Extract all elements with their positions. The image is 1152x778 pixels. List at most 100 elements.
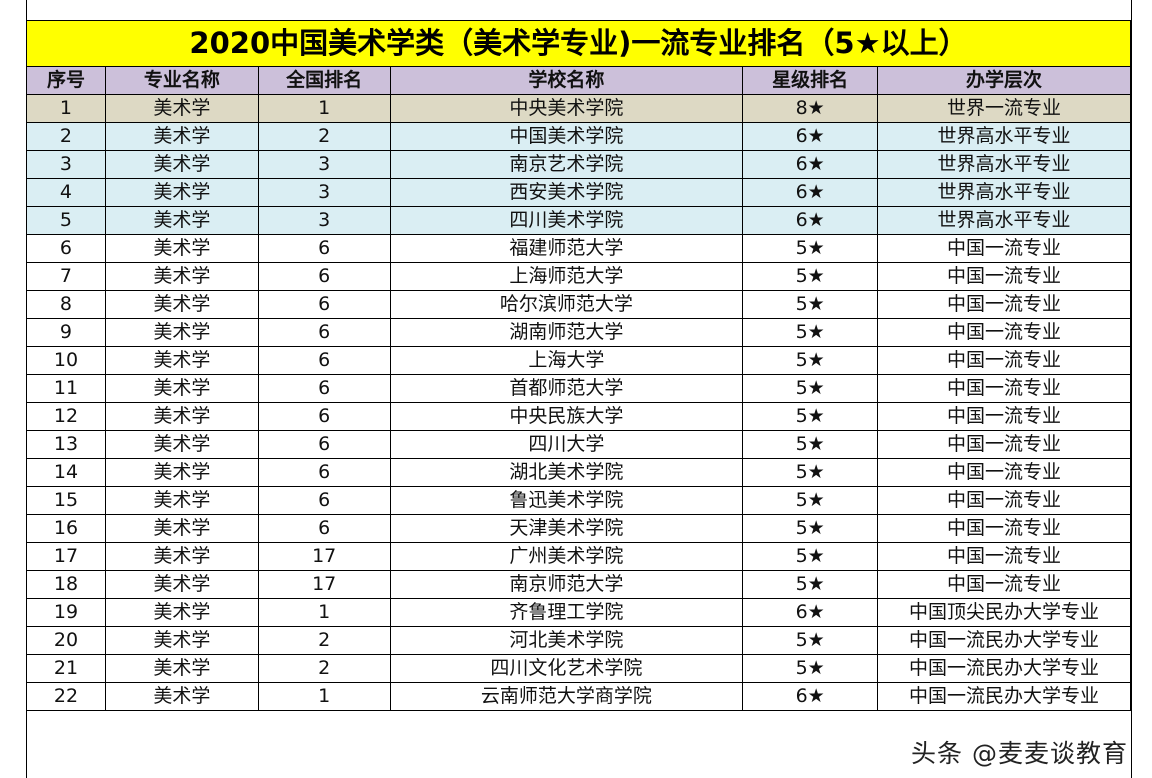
table-cell: 5★ — [742, 318, 879, 347]
table-cell: 美术学 — [104, 346, 259, 375]
header-row: 序号 专业名称 全国排名 学校名称 星级排名 办学层次 — [26, 66, 1131, 95]
header-cell: 学校名称 — [389, 66, 744, 95]
table-cell: 美术学 — [104, 234, 259, 263]
table-cell: 5★ — [742, 290, 879, 319]
watermark-logo: 头条 @麦麦谈教育 — [911, 739, 1128, 768]
header-cell: 专业名称 — [104, 66, 259, 95]
table-cell: 6 — [257, 402, 391, 431]
table-row: 10 美术学 6 上海大学 5★ 中国一流专业 — [26, 346, 1131, 375]
table-cell: 上海师范大学 — [389, 262, 744, 291]
table-cell: 中国一流专业 — [877, 346, 1131, 375]
table-row: 4 美术学 3 西安美术学院 6★ 世界高水平专业 — [26, 178, 1131, 207]
table-cell: 广州美术学院 — [389, 542, 744, 571]
table-cell: 5 — [26, 206, 106, 235]
table-cell: 河北美术学院 — [389, 626, 744, 655]
table-cell: 湖北美术学院 — [389, 458, 744, 487]
table-cell: 6 — [257, 290, 391, 319]
table-cell: 19 — [26, 598, 106, 627]
header-cell: 全国排名 — [257, 66, 391, 95]
table-cell: 21 — [26, 654, 106, 683]
table-cell: 首都师范大学 — [389, 374, 744, 403]
table-row: 16 美术学 6 天津美术学院 5★ 中国一流专业 — [26, 514, 1131, 543]
table-cell: 中国顶尖民办大学专业 — [877, 598, 1131, 627]
table-cell: 中央民族大学 — [389, 402, 744, 431]
table-cell: 中国一流专业 — [877, 262, 1131, 291]
table-cell: 5★ — [742, 626, 879, 655]
table-cell: 美术学 — [104, 486, 259, 515]
table-cell: 6 — [257, 486, 391, 515]
table-cell: 中国一流专业 — [877, 570, 1131, 599]
table-cell: 6 — [26, 234, 106, 263]
table-row: 6 美术学 6 福建师范大学 5★ 中国一流专业 — [26, 234, 1131, 263]
table-cell: 美术学 — [104, 122, 259, 151]
table-cell: 美术学 — [104, 206, 259, 235]
table-cell: 5★ — [742, 346, 879, 375]
ranking-table: 2020中国美术学类（美术学专业)一流专业排名（5★以上） 序号 专业名称 全国… — [26, 20, 1131, 711]
table-row: 12 美术学 6 中央民族大学 5★ 中国一流专业 — [26, 402, 1131, 431]
table-cell: 6 — [257, 318, 391, 347]
table-cell: 1 — [257, 598, 391, 627]
table-cell: 美术学 — [104, 542, 259, 571]
table-cell: 中国一流专业 — [877, 318, 1131, 347]
table-cell: 6 — [257, 458, 391, 487]
table-cell: 世界一流专业 — [877, 94, 1131, 123]
table-cell: 美术学 — [104, 570, 259, 599]
table-cell: 中国一流民办大学专业 — [877, 654, 1131, 683]
table-cell: 2 — [257, 654, 391, 683]
header-cell: 星级排名 — [742, 66, 879, 95]
table-cell: 世界高水平专业 — [877, 206, 1131, 235]
table-row: 5 美术学 3 四川美术学院 6★ 世界高水平专业 — [26, 206, 1131, 235]
table-cell: 中国美术学院 — [389, 122, 744, 151]
table-row: 7 美术学 6 上海师范大学 5★ 中国一流专业 — [26, 262, 1131, 291]
table-row: 8 美术学 6 哈尔滨师范大学 5★ 中国一流专业 — [26, 290, 1131, 319]
table-cell: 中国一流专业 — [877, 514, 1131, 543]
table-cell: 6 — [257, 262, 391, 291]
table-cell: 中国一流专业 — [877, 486, 1131, 515]
table-cell: 中国一流专业 — [877, 374, 1131, 403]
table-cell: 齐鲁理工学院 — [389, 598, 744, 627]
table-cell: 9 — [26, 318, 106, 347]
table-cell: 中国一流专业 — [877, 402, 1131, 431]
table-cell: 中国一流专业 — [877, 234, 1131, 263]
table-cell: 中国一流专业 — [877, 458, 1131, 487]
table-cell: 中国一流民办大学专业 — [877, 682, 1131, 711]
table-cell: 2 — [257, 626, 391, 655]
table-cell: 5★ — [742, 514, 879, 543]
table-cell: 四川大学 — [389, 430, 744, 459]
table-cell: 2 — [26, 122, 106, 151]
table-cell: 鲁迅美术学院 — [389, 486, 744, 515]
table-row: 20 美术学 2 河北美术学院 5★ 中国一流民办大学专业 — [26, 626, 1131, 655]
table-cell: 3 — [257, 150, 391, 179]
table-cell: 哈尔滨师范大学 — [389, 290, 744, 319]
table-cell: 5★ — [742, 486, 879, 515]
table-cell: 5★ — [742, 262, 879, 291]
table-cell: 美术学 — [104, 402, 259, 431]
table-cell: 四川美术学院 — [389, 206, 744, 235]
table-cell: 17 — [26, 542, 106, 571]
table-cell: 3 — [257, 178, 391, 207]
table-cell: 6 — [257, 430, 391, 459]
table-cell: 湖南师范大学 — [389, 318, 744, 347]
table-cell: 14 — [26, 458, 106, 487]
table-cell: 12 — [26, 402, 106, 431]
table-cell: 1 — [26, 94, 106, 123]
table-cell: 1 — [257, 682, 391, 711]
table-cell: 6★ — [742, 150, 879, 179]
table-cell: 8 — [26, 290, 106, 319]
table-row: 19 美术学 1 齐鲁理工学院 6★ 中国顶尖民办大学专业 — [26, 598, 1131, 627]
table-cell: 10 — [26, 346, 106, 375]
table-cell: 中国一流专业 — [877, 430, 1131, 459]
table-cell: 世界高水平专业 — [877, 150, 1131, 179]
table-cell: 中国一流专业 — [877, 290, 1131, 319]
header-cell: 序号 — [26, 66, 106, 95]
table-title: 2020中国美术学类（美术学专业)一流专业排名（5★以上） — [26, 20, 1131, 67]
table-cell: 西安美术学院 — [389, 178, 744, 207]
table-cell: 1 — [257, 94, 391, 123]
table-cell: 天津美术学院 — [389, 514, 744, 543]
table-cell: 5★ — [742, 458, 879, 487]
table-cell: 17 — [257, 570, 391, 599]
table-row: 21 美术学 2 四川文化艺术学院 5★ 中国一流民办大学专业 — [26, 654, 1131, 683]
table-row: 13 美术学 6 四川大学 5★ 中国一流专业 — [26, 430, 1131, 459]
table-cell: 美术学 — [104, 178, 259, 207]
table-cell: 美术学 — [104, 150, 259, 179]
